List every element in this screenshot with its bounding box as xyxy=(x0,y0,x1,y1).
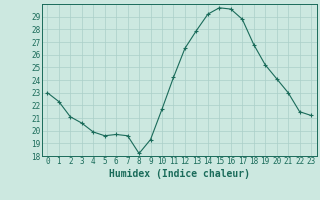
X-axis label: Humidex (Indice chaleur): Humidex (Indice chaleur) xyxy=(109,169,250,179)
